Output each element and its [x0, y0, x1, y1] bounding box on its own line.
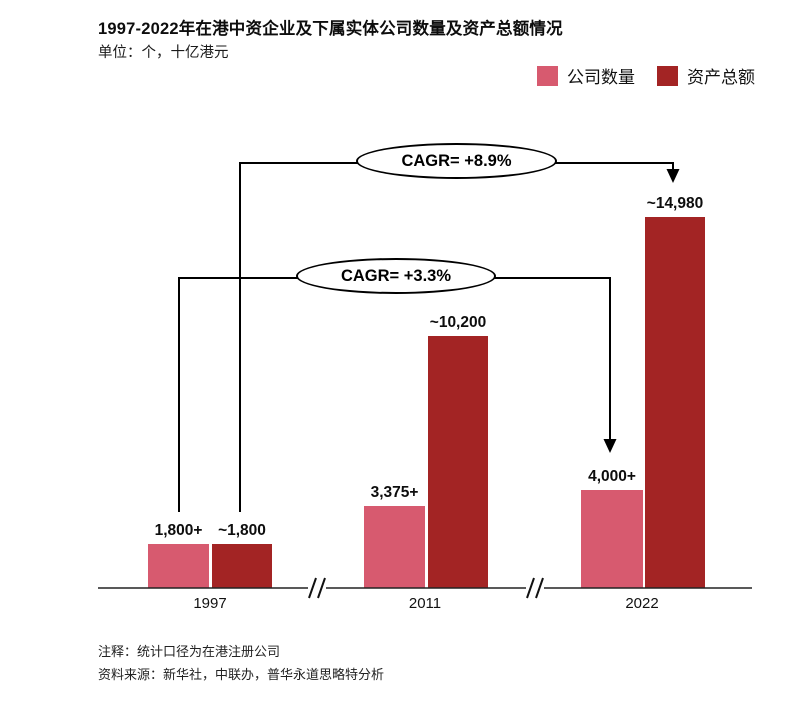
x-axis-label-1997: 1997	[193, 595, 227, 612]
cagr-companies-arrowhead-icon	[603, 439, 617, 453]
chart-title: 1997-2022年在港中资企业及下属实体公司数量及资产总额情况	[98, 20, 563, 38]
cagr-assets-text: CAGR= +8.9%	[401, 151, 512, 170]
bar-label-1997-assets: ~1,800	[218, 522, 266, 539]
cagr-assets-arrowhead-icon	[666, 169, 680, 183]
x-axis-label-2011: 2011	[408, 595, 442, 612]
footnote: 注释：统计口径为在港注册公司	[98, 644, 281, 659]
bar-label-2022-assets: ~14,980	[646, 195, 704, 212]
bar-label-1997-companies: 1,800+	[154, 522, 203, 539]
legend-label-companies: 公司数量	[567, 68, 635, 87]
bar-label-2011-assets: ~10,200	[429, 314, 487, 331]
legend-swatch-assets	[657, 65, 678, 86]
x-axis-label-2022: 2022	[625, 595, 659, 612]
chart-unit-label: 单位：个，十亿港元	[98, 45, 229, 61]
source-note: 资料来源：新华社，中联办，普华永道思略特分析	[98, 667, 385, 682]
legend-swatch-companies	[537, 65, 558, 86]
bar-2022-assets: ~14,980	[645, 195, 705, 588]
bar-label-2011-companies: 3,375+	[370, 484, 419, 501]
legend: 公司数量 资产总额	[537, 63, 755, 88]
bar-label-2022-companies: 4,000+	[588, 468, 636, 485]
bar-1997-assets: ~1,800	[212, 522, 272, 588]
cagr-companies-badge: CAGR= +3.3%	[296, 258, 496, 294]
cagr-assets-badge: CAGR= +8.9%	[356, 143, 557, 179]
cagr-companies-text: CAGR= +3.3%	[340, 266, 452, 285]
legend-label-assets: 资产总额	[687, 68, 755, 87]
bar-2011-assets: ~10,200	[428, 314, 488, 588]
bar-1997-companies: 1,800+	[148, 522, 209, 588]
bar-2022-companies: 4,000+	[581, 468, 643, 588]
cagr-companies-connector-line	[178, 277, 611, 512]
bar-2011-companies: 3,375+	[364, 484, 425, 588]
